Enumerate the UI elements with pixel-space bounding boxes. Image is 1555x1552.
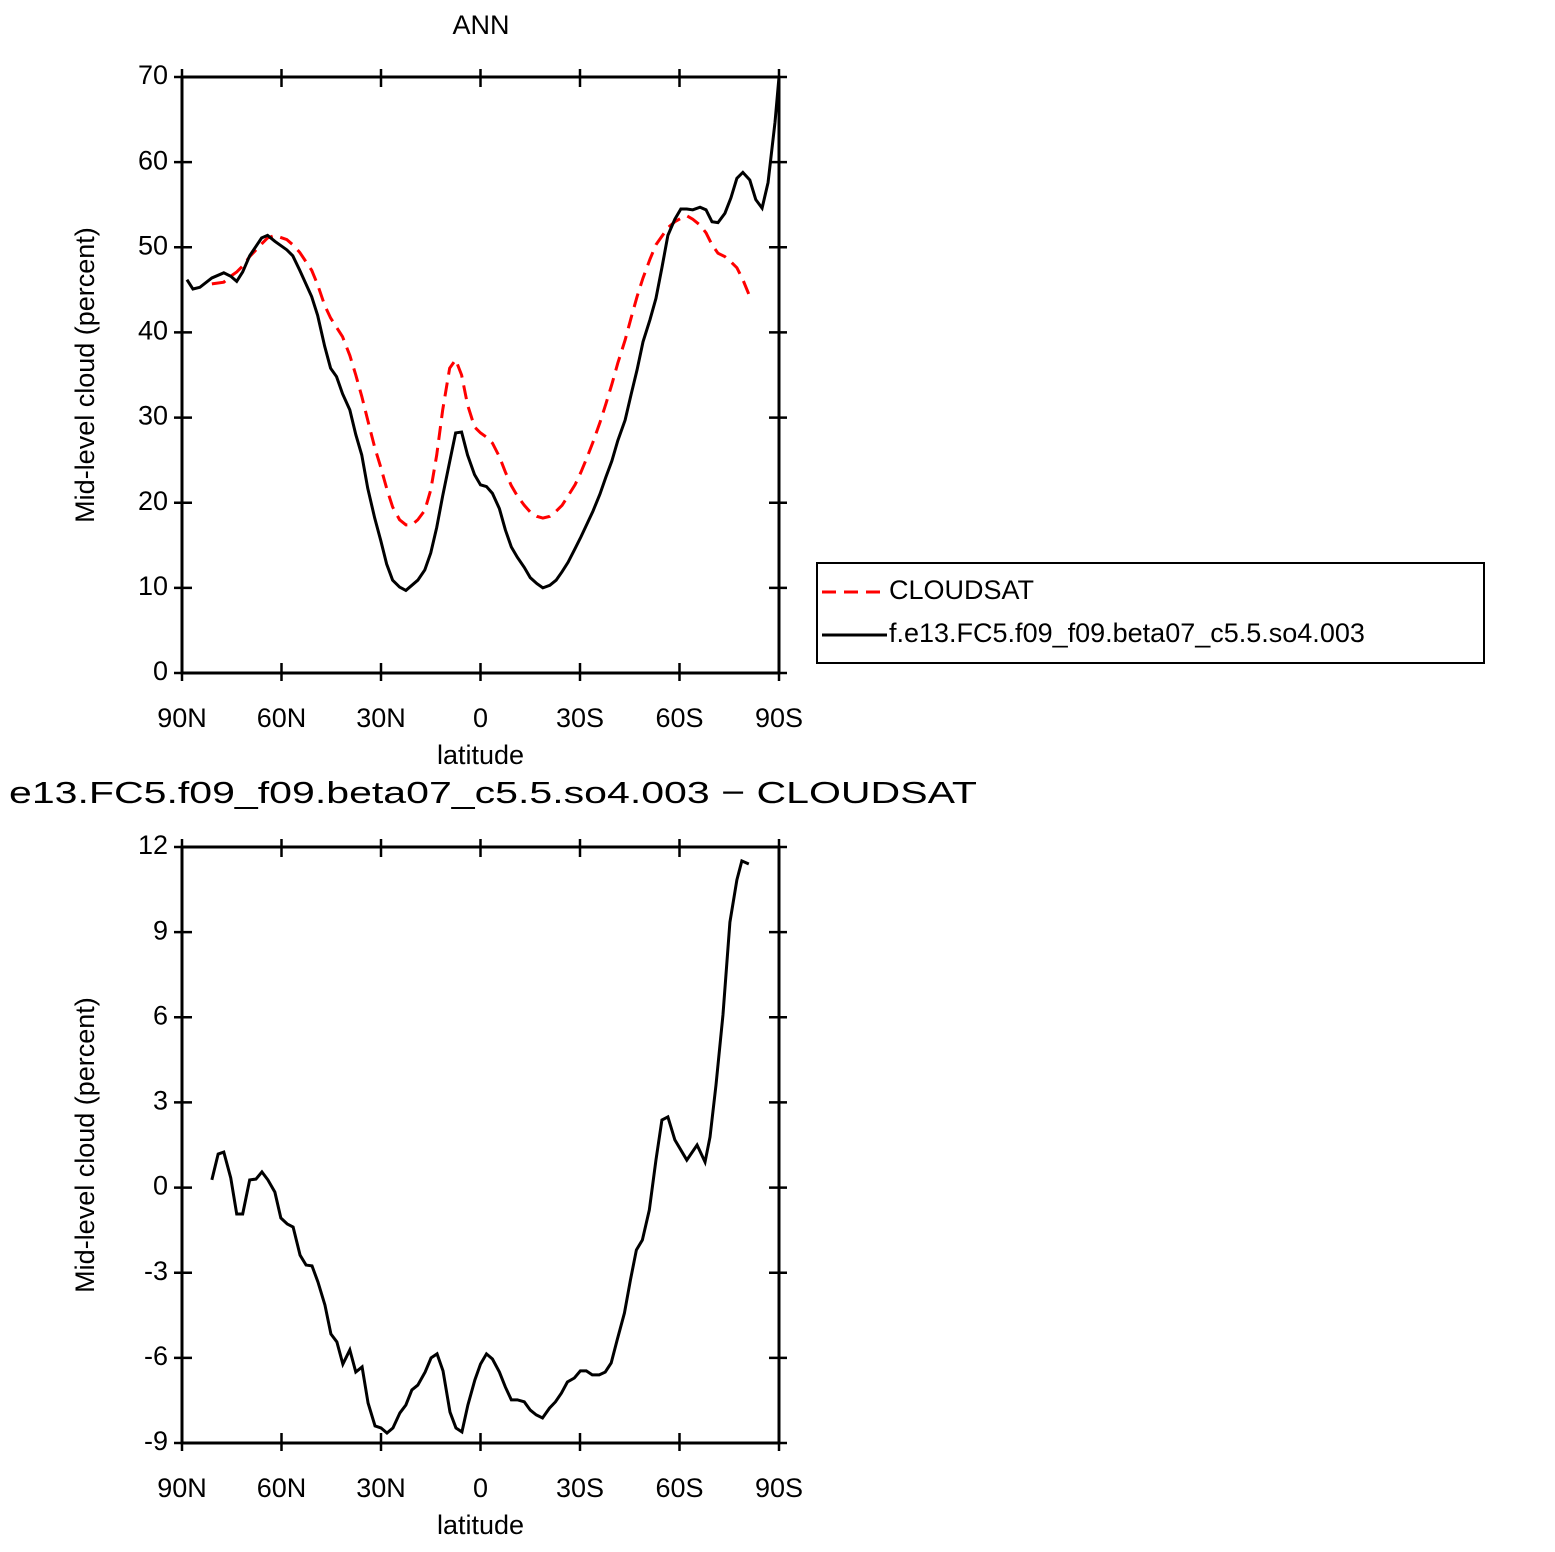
x-axis-label: latitude	[437, 1510, 524, 1540]
x-tick-label: 30N	[356, 703, 406, 733]
y-tick-label: 70	[138, 60, 168, 90]
y-tick-label: 50	[138, 230, 168, 260]
y-tick-label: -3	[144, 1256, 168, 1286]
y-tick-label: 6	[153, 1000, 168, 1030]
y-tick-label: 12	[138, 830, 168, 860]
x-tick-label: 30S	[556, 703, 604, 733]
x-tick-label: 0	[473, 1473, 488, 1503]
y-tick-label: 0	[153, 656, 168, 686]
x-tick-label: 90N	[157, 703, 207, 733]
x-tick-label: 60N	[257, 703, 307, 733]
x-tick-label: 90N	[157, 1473, 207, 1503]
y-tick-label: 0	[153, 1171, 168, 1201]
x-axis-label: latitude	[437, 740, 524, 770]
chart-title: e13.FC5.f09_f09.beta07_c5.5.so4.003 − CL…	[9, 775, 977, 810]
x-tick-label: 60N	[257, 1473, 307, 1503]
data-line	[211, 214, 752, 527]
x-tick-label: 30S	[556, 1473, 604, 1503]
legend-box	[816, 562, 1485, 664]
y-tick-label: 30	[138, 401, 168, 431]
y-tick-label: 3	[153, 1086, 168, 1116]
y-tick-label: -6	[144, 1341, 168, 1371]
y-tick-label: -9	[144, 1426, 168, 1456]
data-line	[210, 858, 750, 1436]
y-tick-label: 20	[138, 486, 168, 516]
legend-label: f.e13.FC5.f09_f09.beta07_c5.5.so4.003	[889, 618, 1365, 648]
y-tick-label: 40	[138, 316, 168, 346]
x-tick-label: 60S	[655, 703, 703, 733]
y-tick-label: 9	[153, 915, 168, 945]
x-tick-label: 60S	[655, 1473, 703, 1503]
data-line	[185, 76, 781, 593]
chart-title: ANN	[452, 10, 509, 40]
legend-label: CLOUDSAT	[889, 575, 1034, 605]
x-tick-label: 0	[473, 703, 488, 733]
x-tick-label: 90S	[755, 1473, 803, 1503]
y-axis-label: Mid-level cloud (percent)	[70, 227, 100, 523]
y-axis-label: Mid-level cloud (percent)	[70, 997, 100, 1293]
x-tick-label: 90S	[755, 703, 803, 733]
y-tick-label: 10	[138, 571, 168, 601]
y-tick-label: 60	[138, 145, 168, 175]
x-tick-label: 30N	[356, 1473, 406, 1503]
